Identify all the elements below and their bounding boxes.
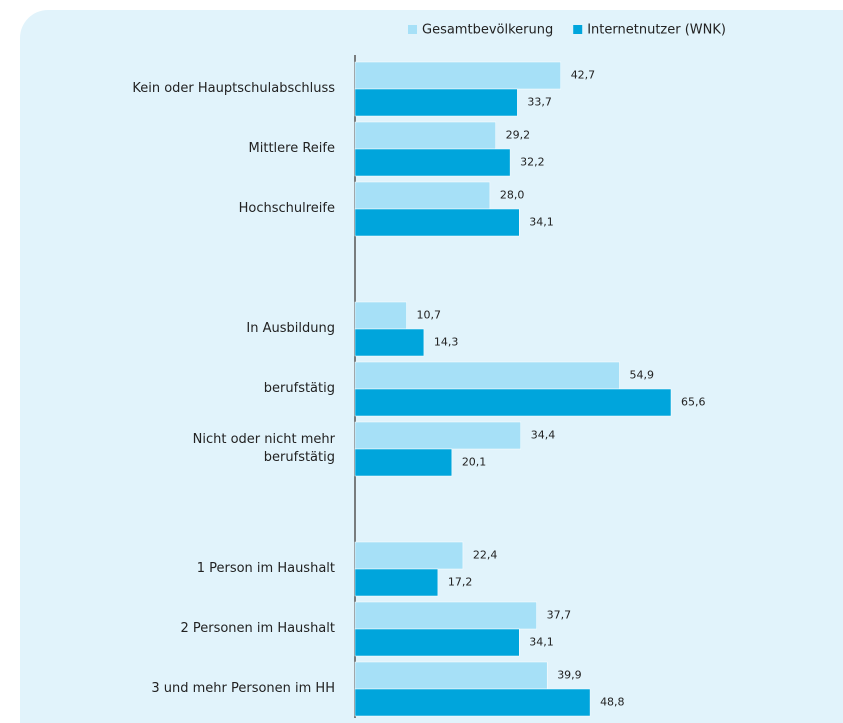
value-label: 48,8 — [600, 696, 625, 709]
bar — [354, 301, 407, 330]
value-label: 34,1 — [529, 216, 554, 229]
category-label: 2 Personen im Haushalt — [180, 621, 335, 636]
value-label: 28,0 — [500, 189, 525, 202]
value-label: 32,2 — [520, 156, 545, 169]
value-label: 33,7 — [527, 96, 552, 109]
legend-swatch — [573, 25, 583, 34]
bar — [354, 328, 425, 357]
category-label: Kein oder Hauptschulabschluss — [132, 81, 335, 96]
bar — [354, 181, 491, 210]
value-label: 34,1 — [529, 636, 554, 649]
bar — [354, 541, 464, 570]
value-label: 14,3 — [434, 336, 459, 349]
bar — [354, 568, 439, 597]
category-label: 1 Person im Haushalt — [196, 561, 335, 576]
legend-label: Internetnutzer (WNK) — [587, 23, 726, 38]
value-label: 54,9 — [629, 369, 654, 382]
bar — [354, 601, 537, 630]
category-label: In Ausbildung — [246, 321, 335, 336]
bar — [354, 448, 453, 477]
category-label: 3 und mehr Personen im HH — [151, 681, 335, 696]
value-label: 29,2 — [506, 129, 531, 142]
legend-label: Gesamtbevölkerung — [422, 23, 553, 38]
bar — [354, 148, 511, 177]
bar — [354, 661, 548, 690]
value-label: 34,4 — [531, 429, 556, 442]
bar — [354, 61, 561, 90]
value-label: 37,7 — [547, 609, 572, 622]
value-label: 65,6 — [681, 396, 706, 409]
category-label: Nicht oder nicht mehr berufstätig — [192, 432, 335, 465]
value-label: 10,7 — [417, 309, 442, 322]
value-label: 22,4 — [473, 549, 498, 562]
bar — [354, 628, 520, 657]
value-label: 42,7 — [571, 69, 596, 82]
bar — [354, 361, 620, 390]
bar — [354, 388, 672, 417]
legend-swatch — [408, 25, 417, 34]
bar — [354, 421, 521, 450]
category-label: Mittlere Reife — [248, 141, 335, 156]
category-label: berufstätig — [263, 381, 335, 396]
value-label: 20,1 — [462, 456, 487, 469]
bar — [354, 121, 496, 150]
value-label: 17,2 — [448, 576, 473, 589]
category-label: Hochschulreife — [238, 201, 335, 216]
bar — [354, 208, 520, 237]
bar — [354, 688, 591, 717]
value-label: 39,9 — [557, 669, 582, 682]
bar — [354, 88, 518, 117]
